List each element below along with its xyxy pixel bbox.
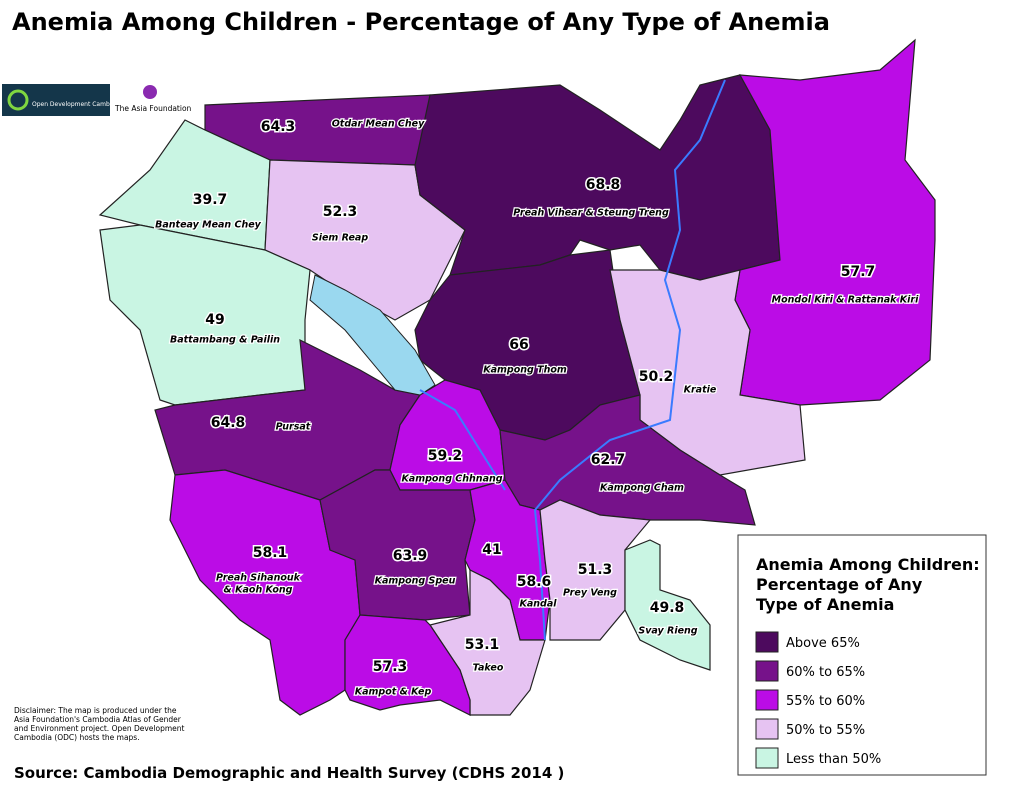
legend-title: Anemia Among Children: [756,555,980,574]
region-value: 66 [509,337,528,353]
region-value: 68.8 [586,177,621,193]
region-value: 62.7 [591,452,626,468]
tonle-sap-river [419,389,506,491]
legend-label: 50% to 55% [786,723,865,738]
region-name: & Kaoh Kong [224,585,293,596]
region-value: 53.1 [465,637,500,653]
legend-swatch [755,718,779,740]
region-value: 51.3 [578,562,613,578]
region-value: 64.8 [211,415,246,431]
region-value: 41 [482,542,501,558]
region-value: 58.1 [253,545,288,561]
odc-logo [2,84,110,116]
region-name: Kandal [519,599,557,610]
region-name: Pursat [276,422,311,433]
odc-icon [7,89,29,111]
region-name: Prey Veng [563,588,617,599]
region [734,38,936,406]
region-name: Otdar Mean Chey [332,119,425,130]
region-value: 59.2 [428,448,463,464]
regions [98,38,936,716]
region-name: Preah Sihanouk [216,573,301,584]
legend-label: 55% to 60% [786,694,865,709]
legend-swatch [755,689,779,711]
mekong [533,79,726,641]
region-value: 57.3 [373,659,408,675]
legend-title: Percentage of Any [756,575,923,594]
legend-title: Type of Anemia [756,595,894,614]
odc-name: Open Development Cambodia [32,101,123,108]
region-value: 63.9 [393,548,428,564]
taf-icon [143,85,157,99]
region-value: 57.7 [841,264,876,280]
legend-swatch [755,631,779,653]
region-value: 52.3 [323,204,358,220]
region-name: Siem Reap [312,233,368,244]
region-name: Kampong Chhnang [401,474,502,485]
source: Source: Cambodia Demographic and Health … [14,764,564,782]
title: Anemia Among Children - Percentage of An… [12,8,830,36]
region-name: Kampong Thom [483,365,567,376]
tonle-sap [309,274,436,396]
legend-label: Above 65% [786,636,860,651]
region [624,539,711,671]
legend-label: 60% to 65% [786,665,865,680]
region-name: Mondol Kiri & Rattanak Kiri [772,295,919,306]
taf-name: The Asia Foundation [114,104,192,113]
region-name: Svay Rieng [638,626,697,637]
region-value: 64.3 [261,119,296,135]
region-name: Takeo [473,663,504,674]
legend-box [737,534,987,776]
region-value: 39.7 [193,192,228,208]
region-value: 49.8 [650,600,685,616]
legend: Anemia Among Children:Percentage of AnyT… [755,555,980,769]
labels: 64.3 Otdar Mean Chey 39.7 Banteay Mean Chey… [154,117,920,699]
region-name: Battambang & Pailin [170,335,280,346]
region-name: Kampong Cham [600,483,684,494]
legend-swatch [755,660,779,682]
region-value: 50.2 [639,369,674,385]
disclaimer: Disclaimer: The map is produced under th… [14,706,185,742]
region-name: Kratie [684,385,717,396]
region-value: 49 [205,312,224,328]
region [344,614,471,716]
legend-label: Less than 50% [786,752,881,767]
region-name: Preah Vihear & Steung Treng [513,208,669,219]
region-name: Kampong Speu [375,576,456,587]
region-name: Banteay Mean Chey [155,220,262,231]
region-value: 58.6 [517,574,552,590]
legend-swatch [755,747,779,769]
region-name: Kampot & Kep [355,687,432,698]
